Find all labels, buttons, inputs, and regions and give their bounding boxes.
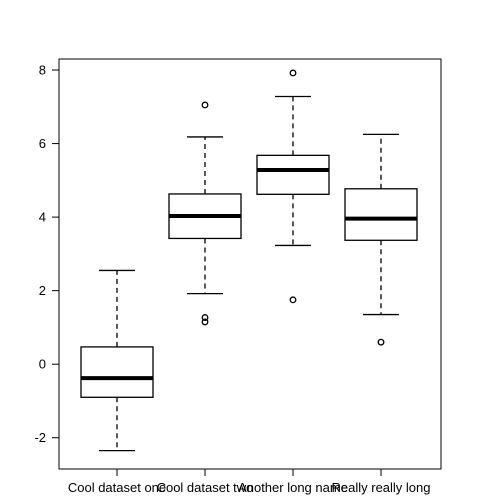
y-tick-label: 0 — [39, 357, 46, 372]
box-group — [344, 133, 418, 346]
box-group — [168, 101, 242, 326]
x-tick-label: Another long name — [238, 480, 348, 495]
x-tick-label: Cool dataset two — [157, 480, 254, 495]
outlier-point — [201, 101, 209, 109]
box-series — [80, 69, 418, 452]
iqr-box — [256, 154, 330, 195]
outlier-point — [289, 296, 297, 304]
outlier-point — [289, 69, 297, 77]
y-axis: -2 0 2 4 6 8 — [34, 63, 59, 445]
iqr-box — [80, 346, 154, 398]
outlier-point — [201, 318, 209, 326]
y-tick-label: 2 — [39, 283, 46, 298]
box-group — [256, 69, 330, 304]
x-tick-label: Really really long — [332, 480, 431, 495]
x-tick-label: Cool dataset one — [68, 480, 166, 495]
outlier-point — [377, 338, 385, 346]
iqr-box — [344, 188, 418, 241]
y-tick-label: 4 — [39, 210, 46, 225]
y-tick-label: -2 — [34, 430, 46, 445]
y-tick-label: 8 — [39, 63, 46, 78]
y-tick-label: 6 — [39, 136, 46, 151]
box-group — [80, 269, 154, 452]
plot-frame — [58, 58, 442, 470]
outlier-point — [201, 314, 209, 321]
